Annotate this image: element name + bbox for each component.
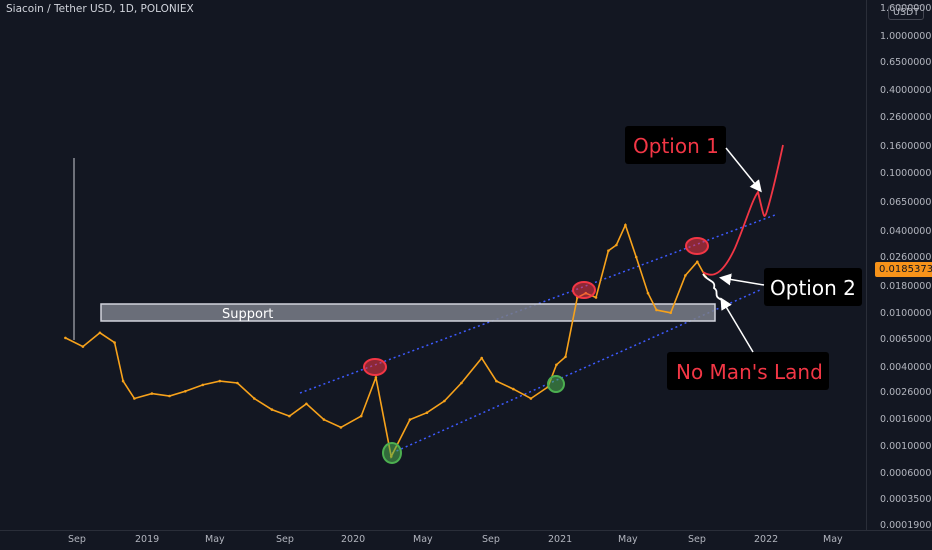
y-tick-label: 0.01000000 <box>880 308 932 319</box>
x-tick-label: Sep <box>482 534 500 545</box>
y-tick-label: 0.65000000 <box>880 57 932 68</box>
price-point <box>322 418 326 421</box>
x-tick-label: 2020 <box>341 534 366 545</box>
price-point <box>425 411 429 415</box>
price-point <box>113 341 116 344</box>
price-point <box>615 243 618 247</box>
price-point <box>168 394 171 398</box>
price-point <box>646 291 650 295</box>
x-tick-label: 2022 <box>754 534 779 545</box>
x-tick-label: May <box>205 534 225 545</box>
no-mans-land-label: No Man's Land <box>676 360 823 384</box>
option2-callout <box>764 268 862 306</box>
price-point <box>253 397 256 400</box>
unit-badge[interactable]: USDT <box>888 5 925 20</box>
chart-title: Siacoin / Tether USD, 1D, POLONIEX <box>6 3 194 15</box>
y-tick-label: 0.16000000 <box>880 141 932 152</box>
price-point <box>624 223 627 227</box>
time-axis-divider <box>0 530 932 531</box>
price-point <box>564 355 567 359</box>
price-point <box>184 390 187 393</box>
support-zone <box>100 303 716 322</box>
price-point <box>480 356 484 360</box>
option1-callout <box>625 126 726 164</box>
price-point <box>495 379 498 383</box>
y-tick-label: 0.06500000 <box>880 197 932 208</box>
price-series-line <box>65 222 707 459</box>
price-point <box>655 308 658 312</box>
x-tick-label: May <box>823 534 843 545</box>
price-point <box>201 383 205 387</box>
price-point <box>408 418 412 421</box>
y-tick-label: 0.00100000 <box>880 441 932 452</box>
price-point <box>288 414 291 418</box>
price-point <box>443 399 446 403</box>
bottom-marker <box>547 375 565 393</box>
y-tick-label: 0.10000000 <box>880 168 932 179</box>
y-tick-label: 0.00650000 <box>880 334 932 345</box>
y-tick-label: 0.00260000 <box>880 387 932 398</box>
price-point <box>218 379 222 383</box>
price-point <box>374 376 378 379</box>
price-point <box>594 296 598 299</box>
option2-path <box>702 273 728 304</box>
top-marker <box>685 237 709 255</box>
price-point <box>305 402 308 406</box>
y-tick-label: 0.00019000 <box>880 520 932 531</box>
x-tick-label: May <box>618 534 638 545</box>
price-point <box>339 426 343 429</box>
y-tick-label: 0.02600000 <box>880 252 932 263</box>
price-point <box>64 336 67 340</box>
y-tick-label: 0.26000000 <box>880 112 932 123</box>
option2-label: Option 2 <box>770 276 856 300</box>
price-point <box>81 345 85 348</box>
no-mans-land-pointer <box>720 297 754 353</box>
top-marker <box>572 281 596 299</box>
price-point <box>359 414 363 418</box>
price-point <box>529 397 533 400</box>
top-marker <box>363 358 387 376</box>
price-point <box>98 331 102 335</box>
price-point <box>133 397 136 400</box>
x-tick-label: May <box>413 534 433 545</box>
option2-pointer <box>719 273 765 286</box>
y-tick-label: 0.40000000 <box>880 85 932 96</box>
x-tick-label: Sep <box>276 534 294 545</box>
bottom-marker <box>382 442 402 464</box>
option1-label: Option 1 <box>633 134 719 158</box>
y-tick-label: 0.00035000 <box>880 494 932 505</box>
y-tick-label: 0.00400000 <box>880 362 932 373</box>
price-point <box>684 274 687 277</box>
price-point <box>460 381 463 385</box>
current-price-badge: 0.01853730 <box>875 262 932 277</box>
option1-path <box>702 144 784 276</box>
option1-pointer <box>725 147 762 193</box>
y-tick-label: 1.60000000 <box>880 3 932 14</box>
price-point <box>696 260 699 264</box>
price-point <box>555 363 558 367</box>
y-tick-label: 1.00000000 <box>880 31 932 42</box>
x-tick-label: 2019 <box>135 534 160 545</box>
x-tick-label: Sep <box>688 534 706 545</box>
price-axis-divider <box>866 0 867 531</box>
support-label: Support <box>222 307 273 322</box>
price-point <box>512 387 515 391</box>
y-tick-label: 0.00160000 <box>880 414 932 425</box>
price-point <box>607 249 610 252</box>
price-point <box>669 311 672 315</box>
price-point <box>150 392 154 395</box>
y-tick-label: 0.00060000 <box>880 468 932 479</box>
y-tick-label: 0.04000000 <box>880 226 932 237</box>
x-tick-label: 2021 <box>548 534 573 545</box>
price-point <box>634 255 638 259</box>
price-point <box>270 408 274 411</box>
x-tick-label: Sep <box>68 534 86 545</box>
price-point <box>121 379 125 383</box>
y-tick-label: 0.01800000 <box>880 281 932 292</box>
price-point <box>236 381 239 385</box>
no-mans-land-callout <box>667 352 829 390</box>
